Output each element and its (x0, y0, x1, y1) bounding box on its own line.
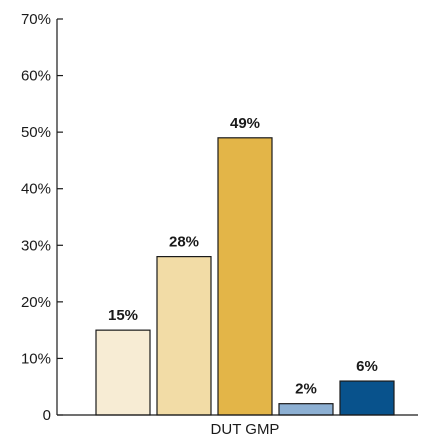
y-tick-label: 10% (21, 350, 51, 367)
data-labels: 15% 28% 49% 2% 6% (108, 115, 378, 398)
y-tick-label: 70% (21, 11, 51, 28)
category-label: DUT GMP (211, 421, 280, 438)
bar-value-label: 15% (108, 307, 138, 324)
bar-value-label: 28% (169, 234, 199, 251)
y-tick-label: 40% (21, 181, 51, 198)
bar-value-label: 2% (295, 381, 317, 398)
bar-value-label: 6% (356, 358, 378, 375)
bar-value-label: 49% (230, 115, 260, 132)
bar (278, 403, 334, 416)
y-tick-label: 20% (21, 294, 51, 311)
bar (217, 137, 273, 416)
y-axis: 0 10% 20% 30% 40% 50% 60% 70% (21, 11, 63, 424)
y-tick-label: 0 (43, 407, 51, 424)
y-tick-label: 60% (21, 68, 51, 85)
bar (339, 380, 395, 416)
bars (95, 137, 395, 416)
bar (156, 256, 212, 416)
y-tick-label: 50% (21, 124, 51, 141)
y-tick-label: 30% (21, 237, 51, 254)
bar (95, 329, 151, 416)
